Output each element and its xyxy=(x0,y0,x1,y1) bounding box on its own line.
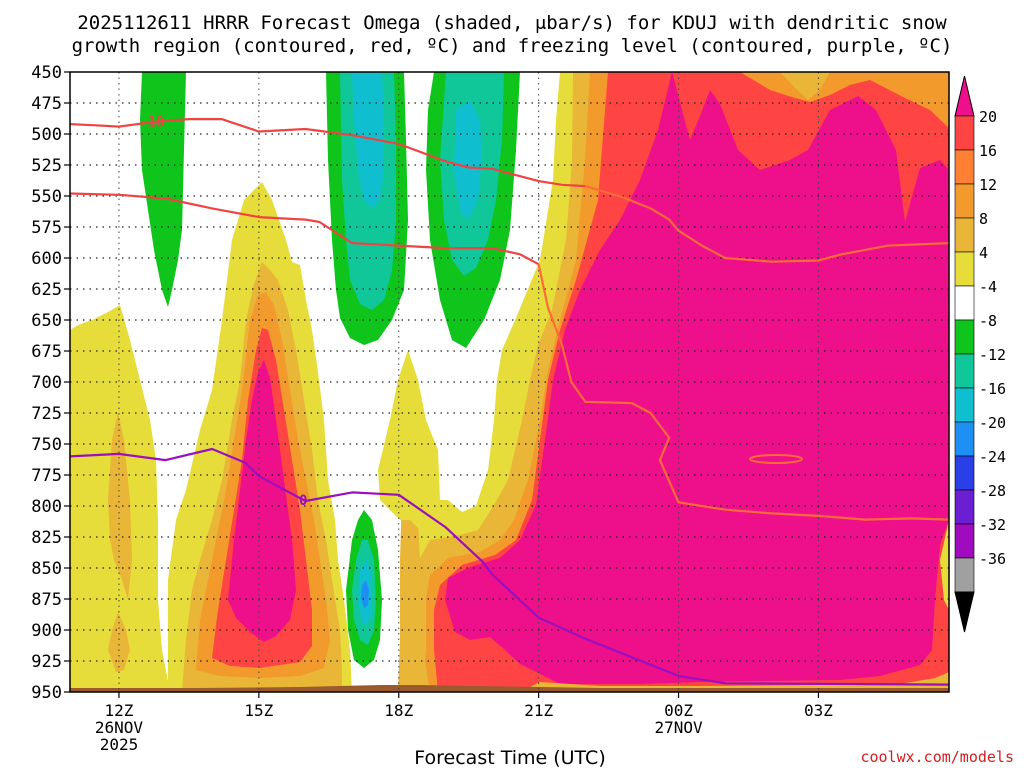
x-tick-sublabel-00Z: 27NOV xyxy=(654,718,703,737)
y-tick-label-950: 950 xyxy=(31,683,62,703)
x-axis-title: Forecast Time (UTC) xyxy=(414,747,605,768)
omega-region-col19-neg12 xyxy=(454,100,482,220)
colorbar-segment-10 xyxy=(954,455,975,491)
omega-region-col17-lower-neg16 xyxy=(361,580,369,608)
x-tick-label-18Z: 18Z xyxy=(384,701,413,720)
colorbar-segment-3 xyxy=(954,217,975,253)
y-tick-label-525: 525 xyxy=(31,156,62,176)
colorbar-segment-4 xyxy=(954,251,975,287)
y-tick-label-475: 475 xyxy=(31,94,62,114)
contour-label-4: 0 xyxy=(299,493,307,509)
y-tick-label-825: 825 xyxy=(31,528,62,548)
colorbar-segment-13 xyxy=(954,557,975,593)
y-tick-label-550: 550 xyxy=(31,187,62,207)
colorbar-tick-label-9: -20 xyxy=(979,414,1006,432)
contour-label-0: -18 xyxy=(139,115,164,131)
omega-region-col18-4 xyxy=(378,350,440,530)
y-tick-label-925: 925 xyxy=(31,652,62,672)
x-tick-label-03Z: 03Z xyxy=(804,701,833,720)
y-axis: 450 475 500 525 550 575 600 625 650 675 700 725 750 7… xyxy=(31,63,70,703)
colorbar-tick-label-11: -28 xyxy=(979,482,1006,500)
omega-region-topright-12 xyxy=(740,72,949,128)
colorbar-tick-label-1: 16 xyxy=(979,142,997,160)
colorbar-segment-12 xyxy=(954,523,975,559)
colorbar-top-arrow xyxy=(954,75,975,117)
dendritic-small-loop xyxy=(749,454,803,464)
contour-line-1 xyxy=(70,192,540,266)
omega-region-bottom-strip xyxy=(520,672,949,692)
colorbar-bottom-arrow xyxy=(954,591,975,633)
y-tick-label-625: 625 xyxy=(31,280,62,300)
y-tick-label-500: 500 xyxy=(31,125,62,145)
omega-region-col15-20 xyxy=(228,360,296,642)
x-tick-label-12Z: 12Z xyxy=(105,701,134,720)
colorbar-tick-label-8: -16 xyxy=(979,380,1006,398)
y-tick-label-575: 575 xyxy=(31,218,62,238)
contour-line-4 xyxy=(70,447,949,686)
credit-text: coolwx.com/models xyxy=(860,748,1014,766)
x-tick-sublabel-12Z: 26NOV xyxy=(95,718,144,737)
omega-region-left-8 xyxy=(108,412,132,600)
colorbar-tick-label-6: -8 xyxy=(979,312,997,330)
y-tick-label-650: 650 xyxy=(31,311,62,331)
colorbar-tick-label-10: -24 xyxy=(979,448,1006,466)
colorbar-segment-9 xyxy=(954,421,975,457)
colorbar-tick-label-5: -4 xyxy=(979,278,997,296)
colorbar-tick-label-2: 12 xyxy=(979,176,997,194)
y-tick-label-875: 875 xyxy=(31,590,62,610)
colorbar-segment-11 xyxy=(954,489,975,525)
colorbar-segment-6 xyxy=(954,319,975,355)
y-tick-label-600: 600 xyxy=(31,249,62,269)
colorbar-segment-1 xyxy=(954,149,975,185)
contour-line-3 xyxy=(537,263,949,521)
y-tick-label-700: 700 xyxy=(31,373,62,393)
terrain-strip xyxy=(70,685,949,692)
omega-region-col13-neg xyxy=(140,72,186,307)
colorbar-segment-0 xyxy=(954,115,975,151)
colorbar-segment-7 xyxy=(954,353,975,389)
colorbar-segment-5 xyxy=(954,285,975,321)
omega-region-rightedge xyxy=(940,520,949,610)
y-tick-label-675: 675 xyxy=(31,342,62,362)
colorbar-tick-label-12: -32 xyxy=(979,516,1006,534)
contour-lines: -18 0 xyxy=(70,115,949,686)
y-tick-label-900: 900 xyxy=(31,621,62,641)
chart-title-line2: growth region (contoured, red, ºC) and f… xyxy=(72,35,953,57)
x-tick-year-12Z: 2025 xyxy=(100,735,139,754)
omega-region-topright-8 xyxy=(780,72,830,100)
y-tick-label-850: 850 xyxy=(31,559,62,579)
colorbar-tick-label-7: -12 xyxy=(979,346,1006,364)
y-tick-label-750: 750 xyxy=(31,435,62,455)
colorbar-tick-label-3: 8 xyxy=(979,210,988,228)
omega-region-left-8b xyxy=(108,612,130,672)
x-tick-label-21Z: 21Z xyxy=(524,701,553,720)
contour-line-0 xyxy=(70,118,586,188)
y-tick-label-775: 775 xyxy=(31,466,62,486)
colorbar: 20 16 12 8 4 -4 -8 -12 -16 -20 -24 -28 -32 -36 xyxy=(954,75,1006,633)
colorbar-segment-2 xyxy=(954,183,975,219)
omega-region-right-20 xyxy=(445,72,949,684)
x-tick-label-00Z: 00Z xyxy=(664,701,693,720)
chart-title-line1: 2025112611 HRRR Forecast Omega (shaded, … xyxy=(77,12,947,34)
x-tick-label-15Z: 15Z xyxy=(244,701,273,720)
colorbar-tick-label-4: 4 xyxy=(979,244,988,262)
colorbar-tick-label-13: -36 xyxy=(979,550,1006,568)
y-tick-label-725: 725 xyxy=(31,404,62,424)
colorbar-segment-8 xyxy=(954,387,975,423)
colorbar-tick-label-0: 20 xyxy=(979,108,997,126)
y-tick-label-800: 800 xyxy=(31,497,62,517)
omega-region-col17-neg12 xyxy=(352,72,384,208)
y-tick-label-450: 450 xyxy=(31,63,62,83)
contour-line-2 xyxy=(584,185,949,263)
